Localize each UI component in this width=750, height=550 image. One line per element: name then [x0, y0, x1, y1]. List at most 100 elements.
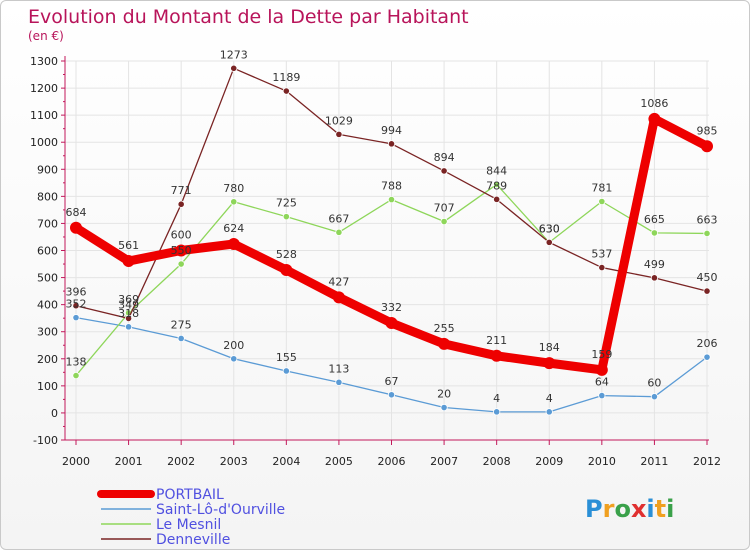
data-label-le-mesnil: 665 — [644, 213, 665, 226]
data-label-denneville: 1273 — [220, 48, 248, 61]
data-label-denneville: 894 — [434, 151, 455, 164]
data-point-portbail — [648, 112, 661, 125]
data-label-le-mesnil: 630 — [539, 222, 560, 235]
x-tick-label: 2011 — [640, 455, 668, 468]
data-label-denneville: 1029 — [325, 114, 353, 127]
chart-subtitle: (en €) — [28, 29, 64, 43]
data-point-portbail — [490, 349, 503, 362]
data-point-le-mesnil — [335, 228, 343, 236]
data-point-denneville — [282, 87, 290, 95]
data-label-saint-l-d-ourville: 60 — [647, 377, 661, 390]
y-tick-label: 400 — [37, 299, 58, 312]
data-point-portbail — [280, 263, 293, 276]
data-label-portbail: 985 — [697, 124, 718, 137]
chart-title: Evolution du Montant de la Dette par Hab… — [28, 6, 469, 28]
data-label-portbail: 332 — [381, 301, 402, 314]
legend-label: PORTBAIL — [156, 487, 224, 503]
data-label-denneville: 771 — [171, 184, 192, 197]
data-point-le-mesnil — [650, 229, 659, 237]
data-point-le-mesnil — [493, 180, 501, 189]
x-tick-label: 2002 — [167, 455, 195, 468]
data-label-saint-l-d-ourville: 318 — [118, 307, 139, 320]
data-point-saint-l-d-ourville — [493, 408, 501, 416]
x-tick-label: 2008 — [483, 455, 511, 468]
y-tick-label: 800 — [37, 190, 58, 203]
data-label-saint-l-d-ourville: 4 — [493, 392, 500, 405]
data-label-portbail: 1086 — [640, 97, 668, 110]
series — [70, 64, 713, 416]
data-label-denneville: 994 — [381, 124, 402, 137]
data-labels: 352 318 275 200 155 113 67 20 4 4 64 60 206 138 369 550… — [66, 48, 718, 405]
data-point-denneville — [598, 263, 606, 272]
x-tick-label: 2006 — [378, 455, 406, 468]
y-tick-label: 1200 — [30, 82, 58, 95]
data-label-denneville: 630 — [539, 222, 560, 235]
data-point-le-mesnil — [440, 217, 448, 226]
data-point-portbail — [175, 244, 188, 257]
data-label-saint-l-d-ourville: 155 — [276, 351, 297, 364]
data-label-le-mesnil: 780 — [223, 182, 244, 195]
data-label-portbail: 561 — [118, 239, 139, 252]
data-label-le-mesnil: 550 — [171, 244, 192, 257]
data-label-portbail: 600 — [171, 229, 192, 242]
data-label-le-mesnil: 369 — [118, 293, 139, 306]
data-point-denneville — [387, 140, 396, 148]
data-label-denneville: 499 — [644, 258, 665, 271]
data-label-denneville: 789 — [486, 179, 507, 192]
data-label-saint-l-d-ourville: 4 — [546, 392, 553, 405]
data-label-denneville: 349 — [118, 298, 139, 311]
data-point-saint-l-d-ourville — [440, 403, 448, 412]
legend-label: Denneville — [156, 532, 230, 548]
data-point-denneville — [177, 200, 185, 208]
y-tick-label: 500 — [37, 272, 58, 285]
y-tick-label: 300 — [37, 326, 58, 339]
data-label-portbail: 684 — [66, 206, 87, 219]
x-tick-label: 2000 — [62, 455, 90, 468]
x-tick-label: 2001 — [115, 455, 143, 468]
data-label-le-mesnil: 663 — [697, 213, 718, 226]
data-point-saint-l-d-ourville — [703, 353, 711, 361]
data-label-le-mesnil: 781 — [591, 182, 612, 195]
data-label-denneville: 396 — [66, 286, 87, 299]
data-point-portbail — [122, 255, 135, 268]
data-point-portbail — [543, 357, 556, 370]
data-label-saint-l-d-ourville: 200 — [223, 339, 244, 352]
data-point-portbail — [595, 363, 608, 376]
x-tick-label: 2012 — [693, 455, 721, 468]
data-point-portbail — [227, 238, 240, 251]
data-point-denneville — [493, 195, 501, 203]
data-label-saint-l-d-ourville: 275 — [171, 318, 192, 331]
data-label-le-mesnil: 788 — [381, 180, 402, 193]
data-point-denneville — [230, 64, 238, 72]
data-point-portbail — [438, 337, 451, 350]
data-point-saint-l-d-ourville — [335, 378, 343, 386]
data-label-denneville: 537 — [591, 248, 612, 261]
data-point-saint-l-d-ourville — [387, 391, 396, 399]
data-point-le-mesnil — [703, 229, 711, 238]
legend-label: Le Mesnil — [156, 517, 221, 533]
data-label-portbail: 427 — [328, 275, 349, 288]
data-point-denneville — [124, 314, 133, 323]
data-point-portbail — [385, 317, 398, 330]
x-tick-label: 2007 — [430, 455, 458, 468]
y-tick-label: 0 — [51, 407, 58, 420]
data-label-le-mesnil: 844 — [486, 164, 507, 177]
data-label-saint-l-d-ourville: 206 — [697, 337, 718, 350]
y-tick-label: 1100 — [30, 109, 58, 122]
data-point-saint-l-d-ourville — [598, 392, 606, 400]
data-label-le-mesnil: 667 — [328, 212, 349, 225]
proxiti-logo: Proxiti — [585, 495, 674, 523]
data-point-denneville — [650, 274, 659, 282]
data-point-denneville — [545, 238, 553, 246]
y-tick-label: 200 — [37, 353, 58, 366]
data-label-portbail: 528 — [276, 248, 297, 261]
data-label-saint-l-d-ourville: 20 — [437, 388, 451, 401]
data-label-portbail: 211 — [486, 334, 507, 347]
y-tick-label: 1000 — [30, 136, 58, 149]
data-point-denneville — [72, 302, 80, 310]
y-tick-label: 1300 — [30, 55, 58, 68]
data-point-denneville — [703, 287, 711, 295]
